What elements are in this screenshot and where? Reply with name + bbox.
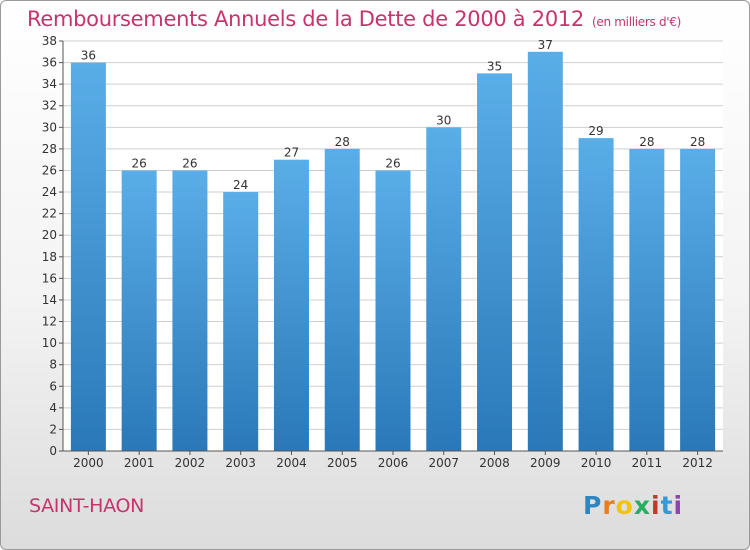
x-tick-label: 2012: [682, 456, 713, 470]
y-tick-label: 24: [42, 185, 57, 199]
proxiti-logo: Proxiti: [583, 491, 683, 520]
bar-2002: [172, 170, 208, 451]
x-tick-label: 2001: [124, 456, 155, 470]
chart-title: Remboursements Annuels de la Dette de 20…: [27, 7, 681, 31]
logo-letter: x: [633, 491, 651, 520]
value-labels: 36 26 26 24 27 28 26 30 35 37 29 28 28: [81, 38, 706, 192]
chart-title-text: Remboursements Annuels de la Dette de 20…: [27, 7, 584, 31]
y-tick-label: 14: [42, 293, 57, 307]
commune-name: SAINT-HAON: [29, 495, 145, 517]
bar-2005: [324, 148, 360, 452]
y-tick-label: 26: [42, 163, 57, 177]
y-tick-label: 0: [49, 444, 57, 458]
x-tick-label: 2009: [530, 456, 561, 470]
x-axis-ticks: 2000 2001 2002 2003 2004 2005 2006 2007 2008 2009…: [73, 451, 713, 470]
y-tick-label: 34: [42, 77, 57, 91]
bar-2010: [578, 138, 614, 451]
y-tick-label: 16: [42, 271, 57, 285]
logo-letter: P: [583, 491, 603, 520]
bar-2003: [223, 192, 259, 452]
bar-2011: [629, 148, 665, 452]
x-tick-label: 2006: [378, 456, 409, 470]
y-tick-label: 32: [42, 99, 57, 113]
x-tick-label: 2002: [175, 456, 206, 470]
value-label: 26: [385, 156, 400, 170]
value-label: 28: [335, 135, 350, 149]
chart-subtitle: (en milliers d'€): [592, 15, 682, 29]
value-label: 35: [487, 59, 502, 73]
value-label: 30: [436, 113, 451, 127]
y-tick-label: 20: [42, 228, 57, 242]
y-tick-label: 6: [49, 379, 57, 393]
y-tick-label: 8: [49, 358, 57, 372]
y-tick-label: 12: [42, 315, 57, 329]
value-label: 27: [284, 146, 299, 160]
logo-letter: t: [660, 491, 674, 520]
y-tick-label: 22: [42, 207, 57, 221]
x-tick-label: 2005: [327, 456, 358, 470]
x-tick-label: 2000: [73, 456, 104, 470]
bar-2000: [70, 62, 106, 451]
y-tick-label: 10: [42, 336, 57, 350]
x-tick-label: 2008: [479, 456, 510, 470]
bar-2006: [375, 170, 411, 451]
x-tick-label: 2010: [581, 456, 612, 470]
y-tick-label: 28: [42, 142, 57, 156]
x-tick-label: 2003: [225, 456, 256, 470]
logo-letter: r: [602, 491, 616, 520]
bar-2012: [680, 148, 716, 452]
value-label: 36: [81, 49, 96, 63]
logo-letter: i: [673, 491, 684, 520]
y-tick-label: 18: [42, 250, 57, 264]
value-label: 24: [233, 178, 248, 192]
x-tick-label: 2007: [428, 456, 459, 470]
bar-2001: [121, 170, 157, 451]
y-tick-label: 30: [42, 120, 57, 134]
logo-letter: o: [615, 491, 634, 520]
bar-2004: [273, 159, 309, 451]
y-tick-label: 2: [49, 422, 57, 436]
value-label: 28: [639, 135, 654, 149]
bar-2007: [426, 127, 462, 451]
logo-letter: i: [651, 491, 661, 520]
x-tick-label: 2004: [276, 456, 307, 470]
bar-2009: [527, 51, 563, 451]
x-tick-label: 2011: [632, 456, 663, 470]
y-tick-label: 36: [42, 56, 57, 70]
bars-group: [70, 51, 716, 452]
y-tick-label: 38: [42, 34, 57, 48]
bar-2008: [477, 73, 513, 452]
value-label: 37: [538, 38, 553, 52]
value-label: 26: [182, 156, 197, 170]
value-label: 29: [588, 124, 603, 138]
value-label: 26: [132, 156, 147, 170]
y-tick-label: 4: [49, 401, 57, 415]
value-label: 28: [690, 135, 705, 149]
